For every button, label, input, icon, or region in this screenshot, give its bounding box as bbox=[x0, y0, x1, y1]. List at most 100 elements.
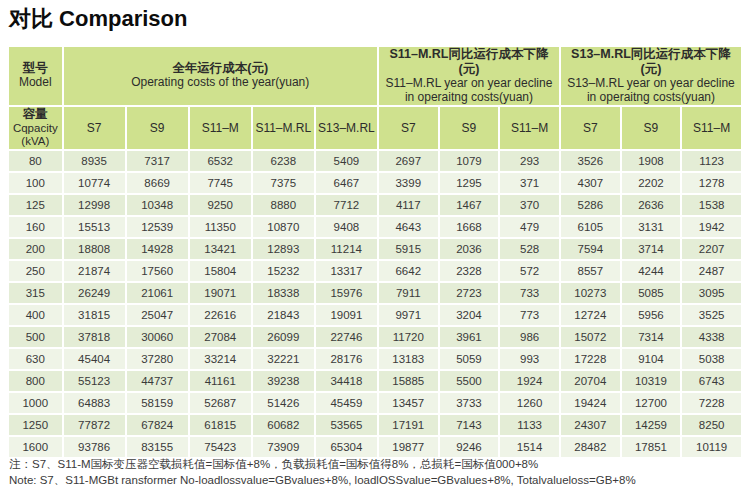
header-model-cell: 型号 Model bbox=[9, 47, 62, 105]
cell-value: 53565 bbox=[316, 415, 377, 435]
col-header-s9: S9 bbox=[622, 107, 681, 149]
cell-value: 77872 bbox=[64, 415, 125, 435]
group-title-en: S13–M.RL year on year decline in operait… bbox=[562, 77, 740, 105]
cell-value: 1295 bbox=[440, 173, 499, 193]
cell-value: 19091 bbox=[316, 305, 377, 325]
cell-value: 27084 bbox=[190, 327, 251, 347]
cell-value: 11214 bbox=[316, 239, 377, 259]
cell-value: 7143 bbox=[440, 415, 499, 435]
cell-value: 60682 bbox=[253, 415, 314, 435]
cell-value: 12539 bbox=[127, 217, 188, 237]
col-header-s11m: S11–M bbox=[190, 107, 251, 149]
cell-value: 7745 bbox=[190, 173, 251, 193]
table-row: 4003181525047226162184319091997132047731… bbox=[9, 305, 741, 325]
cell-value: 13457 bbox=[379, 393, 438, 413]
cell-value: 26249 bbox=[64, 283, 125, 303]
group-title-zh: S13–M.RL同比运行成本下降(元) bbox=[562, 47, 740, 77]
cell-value: 5059 bbox=[440, 349, 499, 369]
table-row: 2001880814928134211289311214591520365287… bbox=[9, 239, 741, 259]
header-model-en: Model bbox=[10, 76, 61, 90]
page: 对比 Comparison 型号 Model 全年运行成本(元) Operati… bbox=[0, 0, 750, 494]
cell-value: 8935 bbox=[64, 151, 125, 171]
cell-value: 9104 bbox=[622, 349, 681, 369]
cell-value: 2487 bbox=[682, 261, 741, 281]
cell-value: 30060 bbox=[127, 327, 188, 347]
cell-value: 28176 bbox=[316, 349, 377, 369]
cell-capacity: 1250 bbox=[9, 415, 62, 435]
cell-capacity: 160 bbox=[9, 217, 62, 237]
cell-value: 10319 bbox=[622, 371, 681, 391]
cell-value: 5038 bbox=[682, 349, 741, 369]
cell-value: 5409 bbox=[316, 151, 377, 171]
cell-value: 2036 bbox=[440, 239, 499, 259]
footnotes: 注：S7、S11-M国标变压器空载损耗值=国标值+8%，负载损耗值=国标值得8%… bbox=[9, 457, 636, 488]
header-group-operating-costs: 全年运行成本(元) Operating costs of the year(yu… bbox=[64, 47, 377, 105]
cell-value: 18338 bbox=[253, 283, 314, 303]
col-header-s9: S9 bbox=[127, 107, 188, 149]
cell-value: 1908 bbox=[622, 151, 681, 171]
cell-value: 22616 bbox=[190, 305, 251, 325]
cell-value: 13317 bbox=[316, 261, 377, 281]
footnote-line-zh: 注：S7、S11-M国标变压器空载损耗值=国标值+8%，负载损耗值=国标值得8%… bbox=[9, 457, 636, 473]
table-row: 1600937868315575423739096530419877924615… bbox=[9, 437, 741, 457]
cell-value: 61815 bbox=[190, 415, 251, 435]
cell-value: 1133 bbox=[500, 415, 559, 435]
cell-value: 7911 bbox=[379, 283, 438, 303]
header-capacity-zh: 容量 bbox=[10, 107, 61, 122]
cell-value: 28482 bbox=[561, 437, 620, 457]
cell-value: 32221 bbox=[253, 349, 314, 369]
cell-value: 8669 bbox=[127, 173, 188, 193]
cell-value: 15232 bbox=[253, 261, 314, 281]
cell-value: 6642 bbox=[379, 261, 438, 281]
cell-value: 19877 bbox=[379, 437, 438, 457]
cell-value: 13421 bbox=[190, 239, 251, 259]
cell-value: 3714 bbox=[622, 239, 681, 259]
cell-value: 3733 bbox=[440, 393, 499, 413]
cell-value: 41161 bbox=[190, 371, 251, 391]
cell-value: 18808 bbox=[64, 239, 125, 259]
cell-value: 9250 bbox=[190, 195, 251, 215]
header-group-s11mrl-decline: S11–M.RL同比运行成本下降(元) S11–M.RL year on yea… bbox=[379, 47, 559, 105]
header-group-row: 型号 Model 全年运行成本(元) Operating costs of th… bbox=[9, 47, 741, 105]
cell-value: 572 bbox=[500, 261, 559, 281]
cell-value: 17191 bbox=[379, 415, 438, 435]
cell-value: 45404 bbox=[64, 349, 125, 369]
header-capacity-cell: 容量 Cqpacity (kVA) bbox=[9, 107, 62, 149]
col-header-s7: S7 bbox=[561, 107, 620, 149]
table-row: 1250778726782461815606825356517191714311… bbox=[9, 415, 741, 435]
cell-value: 3095 bbox=[682, 283, 741, 303]
cell-capacity: 800 bbox=[9, 371, 62, 391]
cell-value: 10348 bbox=[127, 195, 188, 215]
table-row: 1001077486697745737564673399129537143072… bbox=[9, 173, 741, 193]
cell-value: 37280 bbox=[127, 349, 188, 369]
cell-value: 2202 bbox=[622, 173, 681, 193]
cell-value: 93786 bbox=[64, 437, 125, 457]
cell-value: 12998 bbox=[64, 195, 125, 215]
group-title-zh: 全年运行成本(元) bbox=[65, 61, 376, 76]
comparison-table: 型号 Model 全年运行成本(元) Operating costs of th… bbox=[7, 45, 743, 459]
cell-value: 37818 bbox=[64, 327, 125, 347]
cell-value: 1079 bbox=[440, 151, 499, 171]
cell-value: 1514 bbox=[500, 437, 559, 457]
cell-value: 9246 bbox=[440, 437, 499, 457]
col-header-s9: S9 bbox=[440, 107, 499, 149]
cell-value: 3525 bbox=[682, 305, 741, 325]
cell-value: 2328 bbox=[440, 261, 499, 281]
cell-value: 12893 bbox=[253, 239, 314, 259]
footnote-line-en: Note: S7、S11-MGBt ransformer No-loadloss… bbox=[9, 473, 636, 489]
cell-value: 8250 bbox=[682, 415, 741, 435]
table-row: 1000648835815952687514264545913457373312… bbox=[9, 393, 741, 413]
page-title: 对比 Comparison bbox=[9, 4, 187, 34]
cell-value: 1260 bbox=[500, 393, 559, 413]
cell-value: 17560 bbox=[127, 261, 188, 281]
cell-value: 39238 bbox=[253, 371, 314, 391]
cell-value: 45459 bbox=[316, 393, 377, 413]
cell-value: 21874 bbox=[64, 261, 125, 281]
cell-value: 65304 bbox=[316, 437, 377, 457]
cell-value: 14928 bbox=[127, 239, 188, 259]
cell-value: 3399 bbox=[379, 173, 438, 193]
cell-value: 33214 bbox=[190, 349, 251, 369]
cell-value: 1123 bbox=[682, 151, 741, 171]
cell-value: 2636 bbox=[622, 195, 681, 215]
cell-value: 1668 bbox=[440, 217, 499, 237]
